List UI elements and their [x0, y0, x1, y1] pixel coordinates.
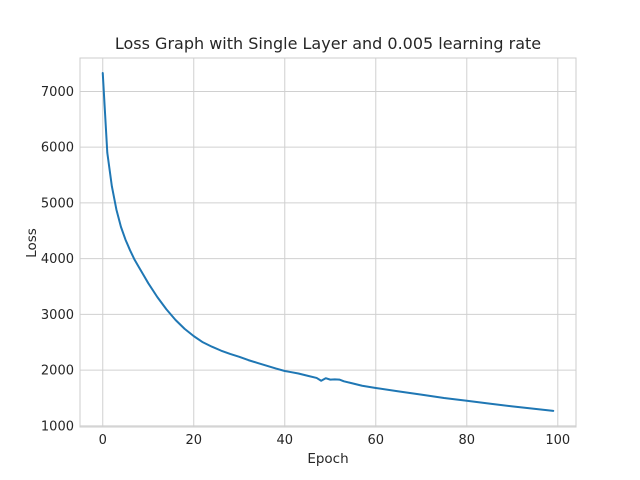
y-tick-label: 3000 [41, 308, 74, 323]
x-tick-label: 0 [99, 433, 107, 448]
loss-line [101, 72, 555, 412]
plot-area [79, 57, 577, 428]
gridlines [80, 58, 576, 427]
tick-labels: 0 20 40 60 80 100 1000 2000 3000 4000 5000 6000 7000 [41, 85, 570, 448]
y-tick-label: 6000 [41, 141, 74, 156]
y-tick-label: 5000 [41, 196, 74, 211]
y-tick-label: 7000 [41, 85, 74, 100]
x-axis-label: Epoch [307, 451, 348, 467]
y-tick-label: 4000 [41, 252, 74, 267]
x-tick-label: 80 [459, 433, 476, 448]
chart-title: Loss Graph with Single Layer and 0.005 l… [115, 34, 541, 53]
y-axis-label: Loss [24, 228, 40, 258]
y-tick-label: 2000 [41, 364, 74, 379]
x-tick-label: 40 [276, 433, 293, 448]
x-tick-label: 100 [545, 433, 570, 448]
x-tick-label: 20 [185, 433, 202, 448]
x-tick-label: 60 [368, 433, 385, 448]
y-tick-label: 1000 [41, 419, 74, 434]
series-layer [101, 72, 555, 412]
